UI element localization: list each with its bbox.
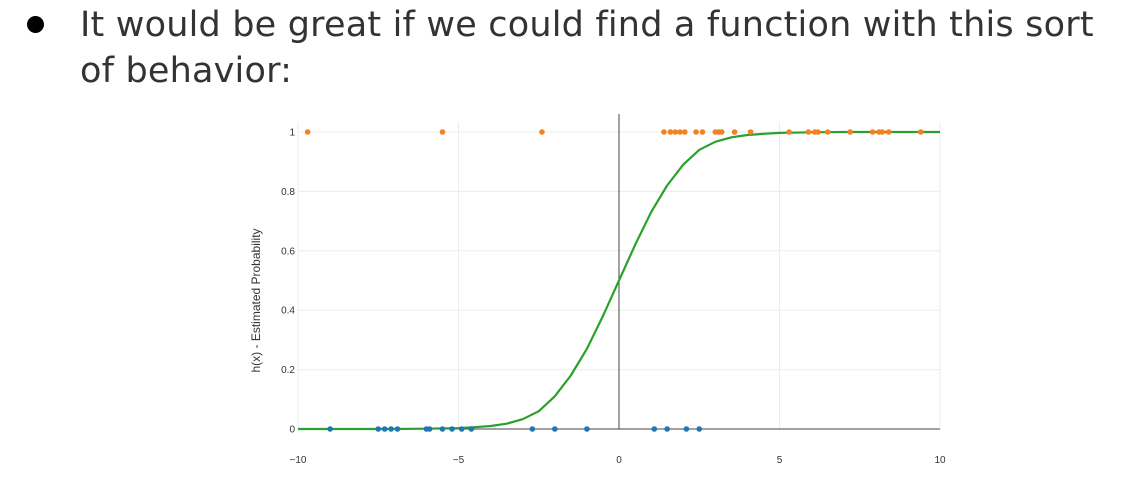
y-tick-label: 0 xyxy=(289,425,295,436)
chart-container: 0 0.2 0.4 0.6 0.8 1 −10 −5 0 5 10 h(x) - Estimated … xyxy=(240,110,960,472)
class1-point xyxy=(667,129,674,135)
class0-point xyxy=(327,426,333,432)
class0-point xyxy=(529,426,536,432)
x-tick-label: −10 xyxy=(290,455,307,466)
y-tick-label: 0.4 xyxy=(281,306,295,317)
bullet-point-icon xyxy=(27,16,44,33)
class0-point xyxy=(426,426,433,432)
class0-point xyxy=(394,426,401,432)
x-tick-label: −5 xyxy=(453,455,465,466)
class1-point xyxy=(786,129,792,135)
y-axis-title: h(x) - Estimated Probability xyxy=(249,228,263,372)
class0-point xyxy=(458,426,465,432)
class1-point xyxy=(682,129,688,135)
class0-point xyxy=(468,426,475,432)
class1-point xyxy=(731,129,738,135)
class0-point xyxy=(381,426,388,432)
y-tick-label: 0.2 xyxy=(281,365,295,376)
class0-point xyxy=(439,426,446,432)
class0-point xyxy=(449,426,455,432)
class1-point xyxy=(718,129,725,135)
bullet-text: It would be great if we could find a fun… xyxy=(80,5,1094,91)
class0-point xyxy=(696,426,703,432)
y-tick-label: 0.8 xyxy=(281,187,295,198)
class0-point xyxy=(375,426,382,432)
class1-point xyxy=(699,129,706,135)
class1-point xyxy=(672,129,678,135)
class1-point xyxy=(747,129,754,135)
y-tick-label: 1 xyxy=(289,128,295,139)
class0-point xyxy=(651,426,658,432)
class0-point xyxy=(388,426,394,432)
class1-point xyxy=(304,129,311,135)
class1-point xyxy=(661,129,667,135)
class1-point xyxy=(439,129,446,135)
slide-body: It would be great if we could find a fun… xyxy=(0,0,1139,100)
class0-point xyxy=(683,426,690,432)
class1-point xyxy=(879,129,886,135)
class1-point xyxy=(885,129,892,135)
class0-point xyxy=(664,426,670,432)
x-tick-label: 0 xyxy=(616,455,622,466)
class1-point xyxy=(539,129,545,135)
sigmoid-curve xyxy=(298,130,940,431)
y-tick-label: 0.6 xyxy=(281,246,295,257)
class1-point xyxy=(693,129,699,135)
class1-point xyxy=(677,129,683,135)
class1-point xyxy=(917,129,924,135)
class1-point xyxy=(815,129,821,135)
class0-point xyxy=(584,426,590,432)
logistic-chart: 0 0.2 0.4 0.6 0.8 1 −10 −5 0 5 10 h(x) - Estimated … xyxy=(249,114,946,466)
class0-point xyxy=(552,426,558,432)
class1-point xyxy=(805,129,812,135)
class1-point xyxy=(824,129,831,135)
x-tick-label: 10 xyxy=(934,455,946,466)
x-tick-label: 5 xyxy=(777,455,783,466)
class1-point xyxy=(847,129,853,135)
class1-point xyxy=(869,129,876,135)
